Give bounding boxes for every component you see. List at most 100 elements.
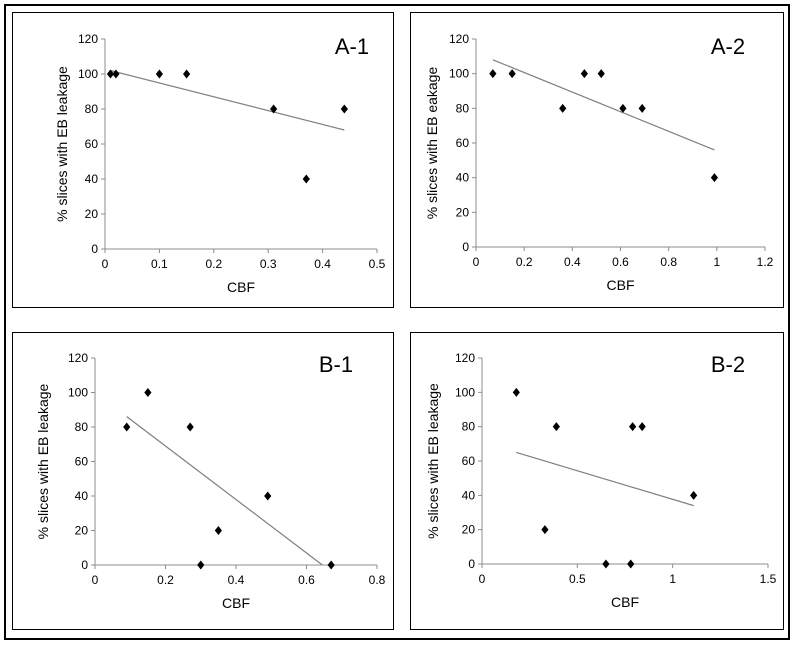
chart-b2: 0 20 40 60 80 100 120 0 0.5 1 1.5 CBF % slices with … [410, 332, 784, 630]
panel-label: A-1 [335, 34, 369, 59]
y-tick-label: 20 [75, 524, 89, 538]
data-point [327, 560, 335, 570]
x-tick-label: 0.6 [298, 573, 315, 587]
x-tick-label: 0 [92, 573, 99, 587]
trendline [516, 451, 694, 507]
y-tick-label: 120 [449, 32, 469, 46]
y-tick-label: 40 [456, 171, 470, 185]
data-point [186, 422, 194, 432]
data-point [112, 69, 120, 79]
data-point [638, 422, 646, 432]
panel-b1: 0 20 40 60 80 100 120 0 0.2 0.4 0.6 0.8 CBF % slices … [12, 332, 394, 630]
data-point [508, 69, 516, 79]
data-point [690, 490, 698, 500]
x-tick-label: 0.4 [228, 573, 245, 587]
panel-label: A-2 [711, 34, 745, 59]
data-point [710, 173, 719, 183]
data-point [541, 525, 549, 535]
y-tick-label: 80 [85, 102, 99, 116]
y-axis-title: % slices with EB leakage [425, 383, 441, 539]
x-tick-label: 1.5 [760, 572, 777, 586]
data-point [264, 491, 272, 501]
y-axis-title: % slices with EB leakage [54, 66, 70, 222]
panel-border [12, 12, 394, 308]
y-tick-label: 120 [78, 32, 98, 46]
trendline [492, 59, 715, 151]
data-point [144, 388, 152, 397]
trendline [126, 416, 323, 566]
panel-a2: 0 20 40 60 80 100 120 0 0.2 0.4 0.6 0.8 1 1.2 CBF % sli… [410, 12, 784, 308]
y-tick-label: 20 [462, 523, 476, 537]
y-axis-title: % slices with EB leakage [35, 383, 51, 539]
x-tick-label: 1.2 [757, 255, 774, 269]
y-axis-title: % slices with EB eakage [424, 67, 440, 220]
x-tick-label: 0 [479, 572, 486, 586]
x-tick-label: 0.4 [564, 255, 581, 269]
data-point [619, 103, 627, 113]
y-tick-label: 0 [91, 242, 98, 256]
data-point [602, 559, 610, 569]
x-tick-label: 0.1 [151, 257, 168, 271]
data-point [512, 387, 520, 397]
y-tick-label: 80 [456, 101, 470, 115]
data-point [580, 69, 588, 79]
chart-a1: 0 20 40 60 80 100 120 0 0.1 0.2 0.3 0.4 0.5 CBF % slic… [12, 12, 394, 308]
panel-b2: 0 20 40 60 80 100 120 0 0.5 1 1.5 CBF % slices with … [410, 332, 784, 630]
data-point [629, 422, 637, 432]
y-tick-label: 80 [75, 420, 89, 434]
data-point [270, 104, 278, 114]
data-point [340, 104, 348, 114]
x-tick-label: 0.4 [314, 257, 331, 271]
y-tick-label: 60 [75, 455, 89, 469]
x-axis-title: CBF [607, 277, 635, 293]
y-tick-label: 0 [462, 240, 469, 254]
data-point [489, 69, 497, 79]
x-axis-title: CBF [222, 595, 250, 611]
y-tick-label: 60 [456, 136, 470, 150]
panel-label: B-2 [711, 352, 745, 377]
trendline [110, 69, 345, 131]
x-tick-label: 0.2 [157, 573, 174, 587]
data-point [627, 559, 635, 569]
x-tick-label: 0.8 [369, 573, 386, 587]
chart-b1: 0 20 40 60 80 100 120 0 0.2 0.4 0.6 0.8 CBF % slices … [12, 332, 394, 630]
y-tick-label: 100 [78, 67, 98, 81]
y-tick-label: 0 [468, 557, 475, 571]
data-point [183, 69, 191, 79]
x-axis-title: CBF [611, 594, 639, 610]
x-tick-label: 0.3 [260, 257, 277, 271]
panel-border [12, 332, 394, 630]
data-point [197, 560, 205, 570]
y-tick-label: 100 [455, 385, 475, 399]
y-tick-label: 120 [68, 351, 88, 365]
data-point [552, 422, 560, 432]
y-tick-label: 80 [462, 420, 476, 434]
x-tick-label: 0 [102, 257, 109, 271]
data-point [123, 422, 131, 432]
figure-frame: 0 20 40 60 80 100 120 0 0.1 0.2 0.3 0.4 0.5 CBF% slic… [4, 4, 790, 640]
y-tick-label: 20 [85, 207, 99, 221]
x-axis-title: CBF [227, 279, 255, 295]
y-tick-label: 0 [81, 558, 88, 572]
panel-border [410, 332, 784, 630]
y-tick-label: 60 [85, 137, 99, 151]
x-tick-label: 0.8 [660, 255, 677, 269]
data-point [214, 526, 222, 535]
x-tick-label: 0.5 [369, 257, 386, 271]
y-tick-label: 120 [455, 351, 475, 365]
y-tick-label: 40 [75, 489, 89, 503]
panel-a1: 0 20 40 60 80 100 120 0 0.1 0.2 0.3 0.4 0.5 CBF % slic… [12, 12, 394, 308]
data-point [302, 174, 310, 184]
data-point [597, 69, 605, 79]
y-tick-label: 20 [456, 205, 470, 219]
x-tick-label: 0.2 [205, 257, 222, 271]
panel-border [410, 12, 784, 308]
x-tick-label: 0.2 [516, 255, 533, 269]
y-tick-label: 60 [462, 454, 476, 468]
y-tick-label: 40 [85, 172, 99, 186]
x-tick-label: 1 [669, 572, 676, 586]
data-point [638, 103, 646, 113]
data-point [155, 69, 163, 79]
panel-label: B-1 [319, 352, 353, 377]
x-tick-label: 0.6 [612, 255, 629, 269]
